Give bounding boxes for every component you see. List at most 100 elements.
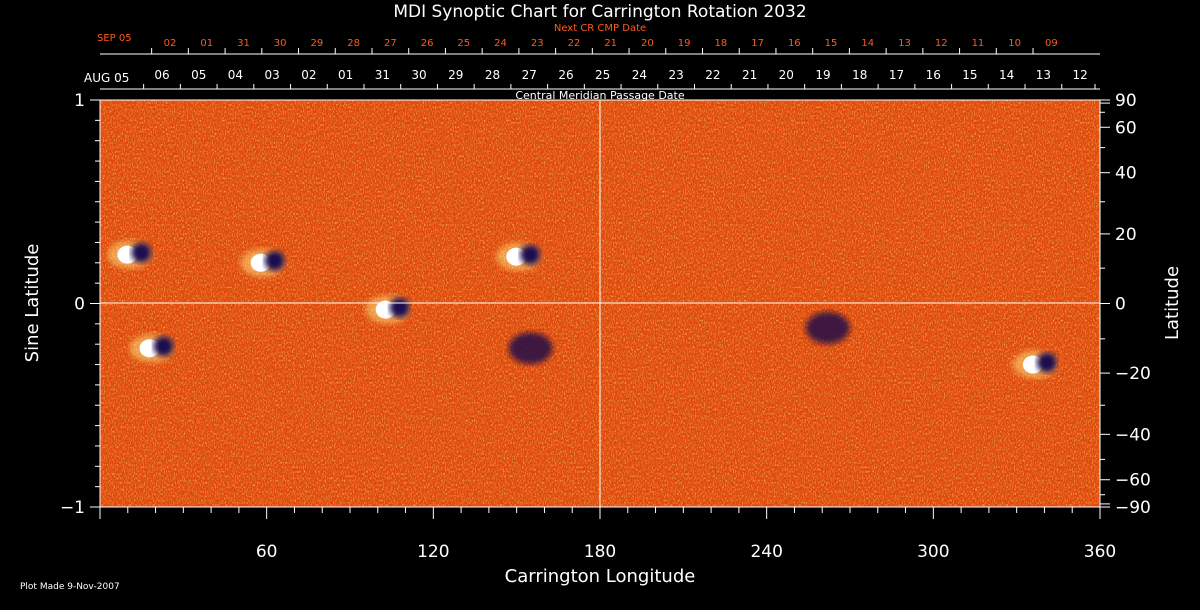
active-region (1012, 350, 1057, 379)
active-region (365, 295, 410, 324)
x-tick-label: 180 (584, 542, 616, 562)
top-date-label: 13 (1036, 68, 1051, 82)
region-negative-spot (805, 311, 850, 344)
y-axis-label-left: Sine Latitude (22, 244, 43, 363)
right-tick-label: 90 (1115, 91, 1137, 111)
right-tick-label: −60 (1115, 471, 1151, 491)
top-date-label: 21 (742, 68, 757, 82)
next-date-label: 02 (164, 38, 177, 49)
right-tick-label: 20 (1115, 225, 1137, 245)
next-date-label: 01 (200, 38, 213, 49)
top-axis-ticks: 06 05 04 03 02 01 31 30 29 28 27 26 25 24 23 22 21 20 19 18… (143, 68, 1096, 89)
next-date-label: 23 (531, 38, 544, 49)
region-negative-spot (131, 242, 152, 263)
next-date-label: 27 (384, 38, 397, 49)
left-tick-label: −1 (60, 498, 85, 518)
next-date-label: 11 (972, 38, 985, 49)
top-date-label: 16 (926, 68, 941, 82)
x-tick-label: 120 (417, 542, 449, 562)
next-date-label: 25 (457, 38, 470, 49)
region-negative-spot (264, 250, 285, 271)
x-tick-label: 60 (256, 542, 278, 562)
next-axis-month: SEP 05 (97, 33, 132, 44)
top-date-label: 30 (411, 68, 426, 82)
top-date-label: 19 (815, 68, 830, 82)
next-date-label: 16 (788, 38, 801, 49)
active-region (508, 332, 553, 365)
active-region (107, 240, 152, 269)
region-negative-spot (1036, 352, 1057, 373)
active-region (240, 248, 285, 277)
magnetogram-map (99, 99, 1101, 508)
top-date-label: 01 (338, 68, 353, 82)
next-date-label: 24 (494, 38, 507, 49)
top-date-label: 25 (595, 68, 610, 82)
next-date-label: 28 (347, 38, 360, 49)
next-date-label: 19 (678, 38, 691, 49)
region-negative-spot (153, 336, 174, 357)
top-date-label: 17 (889, 68, 904, 82)
y-axis-label-right: Latitude (1162, 266, 1183, 340)
right-tick-label: −90 (1115, 498, 1151, 518)
next-date-label: 17 (751, 38, 764, 49)
next-date-label: 21 (604, 38, 617, 49)
right-tick-label: −40 (1115, 425, 1151, 445)
active-region (129, 334, 174, 363)
active-region (496, 242, 541, 271)
top-axis-label: Central Meridian Passage Date (515, 89, 684, 102)
top-date-label: 03 (265, 68, 280, 82)
left-axis-ticks: 1 0 −1 (60, 91, 100, 518)
next-date-label: 12 (935, 38, 948, 49)
x-axis-label: Carrington Longitude (505, 566, 696, 587)
next-date-label: 09 (1045, 38, 1058, 49)
top-date-label: 24 (632, 68, 647, 82)
next-date-label: 14 (861, 38, 874, 49)
next-date-label: 29 (311, 38, 324, 49)
x-tick-label: 240 (750, 542, 782, 562)
chart-title: MDI Synoptic Chart for Carrington Rotati… (393, 2, 806, 22)
top-date-label: 28 (485, 68, 500, 82)
right-tick-label: 40 (1115, 164, 1137, 184)
region-negative-spot (520, 244, 541, 265)
next-date-label: 10 (1008, 38, 1021, 49)
top-date-label: 15 (962, 68, 977, 82)
next-date-label: 18 (714, 38, 727, 49)
x-axis-ticks: 60 120 180 240 300 360 (99, 507, 1116, 562)
top-axis-month: AUG 05 (84, 71, 129, 85)
top-date-label: 14 (999, 68, 1014, 82)
top-date-label: 23 (669, 68, 684, 82)
top-date-label: 12 (1072, 68, 1087, 82)
left-tick-label: 1 (74, 91, 85, 111)
x-tick-label: 360 (1084, 542, 1116, 562)
right-tick-label: −20 (1115, 364, 1151, 384)
right-tick-label: 0 (1115, 295, 1126, 315)
x-tick-label: 300 (917, 542, 949, 562)
next-date-label: 30 (274, 38, 287, 49)
top-date-label: 26 (558, 68, 573, 82)
next-date-label: 13 (898, 38, 911, 49)
next-date-label: 22 (568, 38, 581, 49)
top-date-label: 06 (154, 68, 169, 82)
top-date-label: 29 (448, 68, 463, 82)
top-date-label: 22 (705, 68, 720, 82)
left-tick-label: 0 (74, 295, 85, 315)
top-date-label: 05 (191, 68, 206, 82)
top-date-label: 31 (375, 68, 390, 82)
region-negative-spot (508, 332, 553, 365)
right-tick-label: 60 (1115, 118, 1137, 138)
next-date-label: 26 (421, 38, 434, 49)
next-date-label: 20 (641, 38, 654, 49)
plot-made-note: Plot Made 9-Nov-2007 (20, 582, 120, 592)
right-axis-ticks: 90 60 40 20 0 −20 −40 −60 −90 (1100, 91, 1151, 518)
top-date-label: 02 (301, 68, 316, 82)
region-negative-spot (389, 297, 410, 318)
top-date-label: 20 (779, 68, 794, 82)
top-date-label: 18 (852, 68, 867, 82)
top-date-label: 04 (228, 68, 243, 82)
next-axis-label: Next CR CMP Date (554, 23, 646, 34)
active-region (805, 311, 850, 344)
next-date-label: 15 (825, 38, 838, 49)
top-date-label: 27 (522, 68, 537, 82)
next-date-label: 31 (237, 38, 250, 49)
